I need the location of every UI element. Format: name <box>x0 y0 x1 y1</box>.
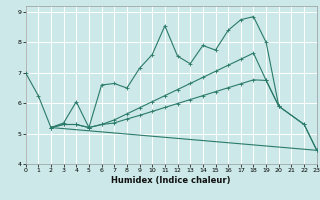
X-axis label: Humidex (Indice chaleur): Humidex (Indice chaleur) <box>111 176 231 185</box>
